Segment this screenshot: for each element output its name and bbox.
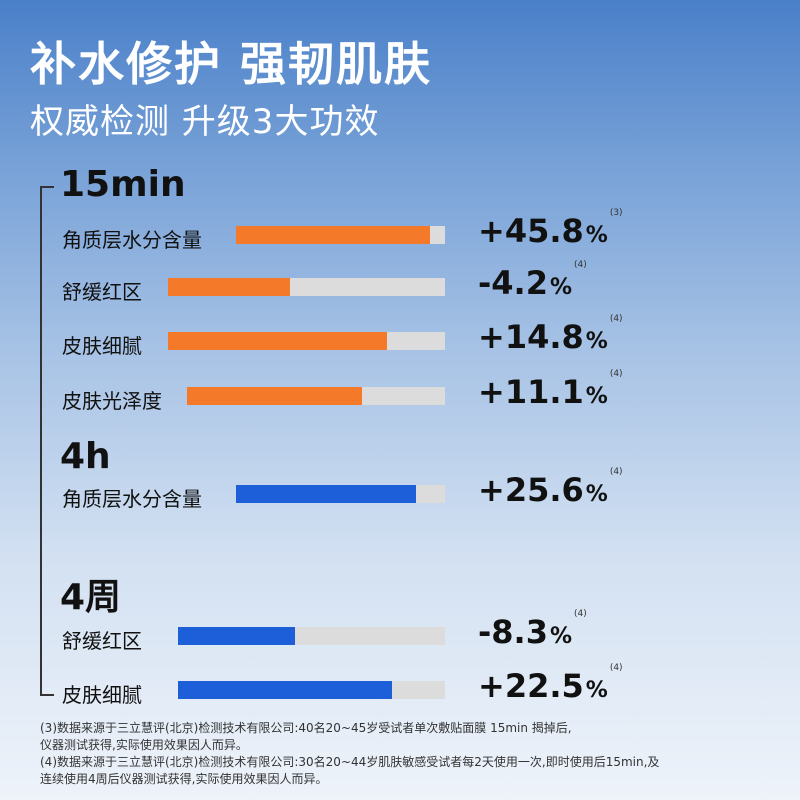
row-label: 舒缓红区 bbox=[62, 280, 142, 304]
row-label: 皮肤光泽度 bbox=[62, 389, 162, 413]
value-label: +22.5%(4) bbox=[478, 663, 623, 705]
row-label: 角质层水分含量 bbox=[62, 228, 202, 252]
group-label: 15min bbox=[60, 164, 186, 205]
group-bracket bbox=[40, 186, 54, 696]
bar-fill bbox=[236, 485, 416, 503]
value-number: +22.5 bbox=[478, 667, 584, 705]
bar-fill bbox=[187, 387, 362, 405]
value-label: +25.6%(4) bbox=[478, 467, 623, 509]
value-unit: % bbox=[585, 482, 608, 507]
bar-track bbox=[168, 278, 445, 296]
value-label: +14.8%(4) bbox=[478, 314, 623, 356]
row-label: 皮肤细腻 bbox=[62, 683, 142, 707]
group-label: 4周 bbox=[60, 577, 122, 618]
value-number: +25.6 bbox=[478, 471, 584, 509]
value-unit: % bbox=[549, 275, 573, 300]
value-label: -8.3%(4) bbox=[478, 609, 587, 651]
value-unit: % bbox=[549, 624, 573, 649]
bar-track bbox=[178, 681, 445, 699]
value-unit: % bbox=[585, 223, 608, 248]
footnote-line: 连续使用4周后仪器测试获得,实际使用效果因人而异。 bbox=[40, 772, 328, 786]
value-unit: % bbox=[585, 384, 608, 409]
value-label: +45.8%(3) bbox=[478, 208, 623, 250]
row-label: 皮肤细腻 bbox=[62, 334, 142, 358]
value-label: -4.2%(4) bbox=[478, 260, 587, 302]
bar-fill bbox=[178, 627, 295, 645]
footnote-ref: (4) bbox=[609, 663, 623, 673]
footnote-ref: (3) bbox=[609, 208, 623, 218]
bar-fill bbox=[178, 681, 392, 699]
bar-fill bbox=[168, 278, 290, 296]
bar-track bbox=[178, 627, 445, 645]
footnote-ref: (4) bbox=[609, 314, 623, 324]
footnote-ref: (4) bbox=[609, 369, 623, 379]
value-unit: % bbox=[585, 678, 608, 703]
footnote-line: (3)数据来源于三立慧评(北京)检测技术有限公司:40名20~45岁受试者单次敷… bbox=[40, 721, 572, 735]
page-subtitle: 权威检测 升级3大功效 bbox=[30, 102, 380, 142]
page-title: 补水修护 强韧肌肤 bbox=[30, 37, 433, 91]
bar-track bbox=[236, 485, 445, 503]
footnote-ref: (4) bbox=[574, 609, 587, 619]
footnote-line: 仪器测试获得,实际使用效果因人而异。 bbox=[40, 738, 248, 752]
value-number: +45.8 bbox=[478, 212, 584, 250]
bar-fill bbox=[236, 226, 430, 244]
group-label: 4h bbox=[60, 436, 111, 477]
value-number: -8.3 bbox=[478, 613, 548, 651]
footnotes: (3)数据来源于三立慧评(北京)检测技术有限公司:40名20~45岁受试者单次敷… bbox=[40, 720, 780, 788]
footnote-ref: (4) bbox=[609, 467, 623, 477]
value-label: +11.1%(4) bbox=[478, 369, 623, 411]
bar-track bbox=[236, 226, 445, 244]
footnote-ref: (4) bbox=[574, 260, 587, 270]
row-label: 舒缓红区 bbox=[62, 629, 142, 653]
footnote-line: (4)数据来源于三立慧评(北京)检测技术有限公司:30名20~44岁肌肤敏感受试… bbox=[40, 755, 660, 769]
value-number: +11.1 bbox=[478, 373, 584, 411]
value-number: -4.2 bbox=[478, 264, 548, 302]
value-number: +14.8 bbox=[478, 318, 584, 356]
bar-track bbox=[187, 387, 445, 405]
value-unit: % bbox=[585, 329, 608, 354]
bar-track bbox=[168, 332, 445, 350]
row-label: 角质层水分含量 bbox=[62, 487, 202, 511]
bar-fill bbox=[168, 332, 387, 350]
